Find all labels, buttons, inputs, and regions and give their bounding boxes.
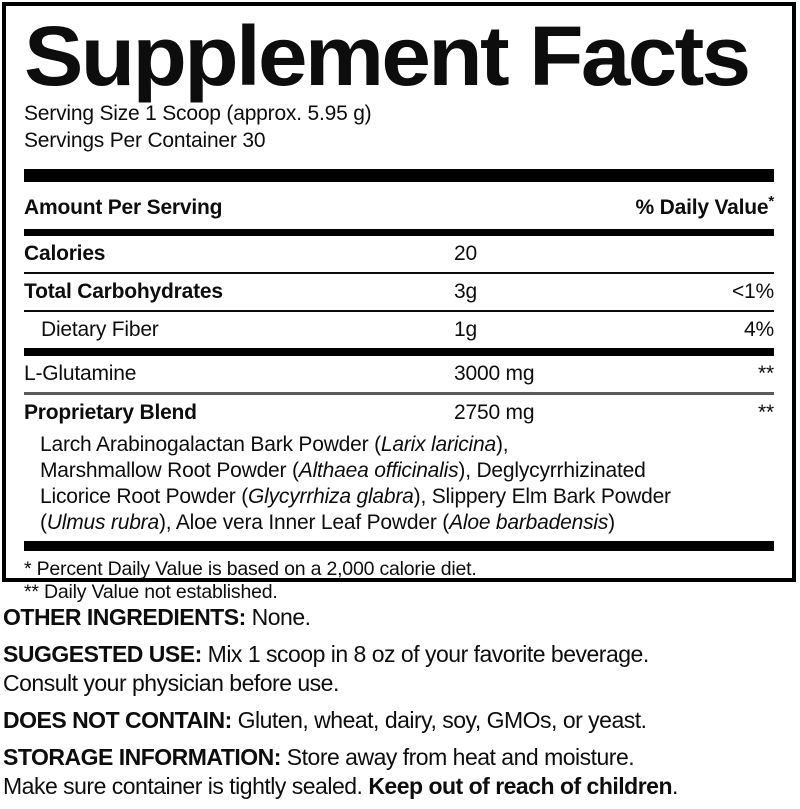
text-segment: ), Deglycyrrhizinated	[458, 459, 646, 482]
bottom-sections: OTHER INGREDIENTS: None. SUGGESTED USE: …	[3, 603, 799, 801]
section-storage-information: STORAGE INFORMATION: Store away from hea…	[3, 743, 799, 801]
daily-value-header-asterisk: *	[768, 193, 774, 210]
text-segment: ),	[495, 433, 509, 456]
text-segment: Licorice Root Powder (	[40, 485, 249, 508]
section-does-not-contain: DOES NOT CONTAIN: Gluten, wheat, dairy, …	[3, 706, 799, 735]
text-segment: ), Slippery Elm Bark Powder	[413, 485, 671, 508]
amount-per-serving-header: Amount Per Serving	[24, 196, 223, 219]
text-segment: Consult your physician before use.	[3, 670, 339, 696]
table-row-total-carbohydrates: Total Carbohydrates 3g <1%	[24, 274, 774, 312]
nutrient-amount: 20	[454, 242, 477, 265]
section-heading: OTHER INGREDIENTS:	[3, 604, 246, 630]
nutrient-dv: **	[758, 362, 774, 385]
divider-bar-top	[24, 169, 774, 182]
text-segment: )	[608, 511, 615, 534]
section-heading: DOES NOT CONTAIN:	[3, 707, 232, 733]
text-segment: Larch Arabinogalactan Bark Powder (	[40, 433, 381, 456]
daily-value-header-text: % Daily Value	[635, 196, 769, 219]
section-text-line: DOES NOT CONTAIN: Gluten, wheat, dairy, …	[3, 706, 799, 735]
footnote-not-established: ** Daily Value not established.	[24, 581, 278, 603]
latin-name: Glycyrrhiza glabra	[248, 485, 414, 508]
blend-ingredients-line: Licorice Root Powder (Glycyrrhiza glabra…	[40, 484, 774, 510]
text-segment: Keep out of reach of children	[368, 773, 673, 799]
nutrient-name: Calories	[24, 242, 106, 265]
daily-value-header: % Daily Value*	[635, 193, 775, 220]
text-segment: Store away from heat and moisture.	[280, 744, 635, 770]
blend-ingredients-line: (Ulmus rubra), Aloe vera Inner Leaf Powd…	[40, 510, 774, 536]
table-row-calories: Calories 20	[24, 236, 774, 274]
table-row-proprietary-blend: Proprietary Blend 2750 mg **	[24, 395, 774, 431]
table-row-l-glutamine: L-Glutamine 3000 mg **	[24, 356, 774, 395]
text-segment: Mix 1 scoop in 8 oz of your favorite bev…	[201, 641, 650, 667]
nutrient-name: L-Glutamine	[24, 362, 137, 385]
section-text-line: SUGGESTED USE: Mix 1 scoop in 8 oz of yo…	[3, 640, 799, 669]
nutrient-amount: 2750 mg	[454, 401, 535, 424]
nutrient-amount: 1g	[454, 318, 477, 341]
footnotes: * Percent Daily Value is based on a 2,00…	[24, 558, 774, 604]
nutrient-amount: 3g	[454, 280, 477, 303]
nutrient-amount: 3000 mg	[454, 362, 535, 385]
nutrient-name: Proprietary Blend	[24, 401, 197, 424]
section-text-line: Make sure container is tightly sealed. K…	[3, 772, 799, 801]
text-segment: ), Aloe vera Inner Leaf Powder (	[158, 511, 450, 534]
text-segment: .	[672, 773, 678, 799]
panel-title: Supplement Facts	[24, 9, 751, 103]
latin-name: Ulmus rubra	[46, 511, 159, 534]
section-text-line: OTHER INGREDIENTS: None.	[3, 603, 799, 632]
section-other-ingredients: OTHER INGREDIENTS: None.	[3, 603, 799, 632]
supplement-facts-panel: Supplement Facts Serving Size 1 Scoop (a…	[2, 2, 796, 603]
nutrient-dv: **	[758, 401, 774, 424]
blend-ingredients-line: Larch Arabinogalactan Bark Powder (Larix…	[40, 432, 774, 458]
section-text-line: STORAGE INFORMATION: Store away from hea…	[3, 743, 799, 772]
divider-bar-mid	[24, 348, 774, 356]
nutrient-dv: 4%	[744, 318, 774, 341]
section-heading: STORAGE INFORMATION:	[3, 744, 281, 770]
blend-ingredients-line: Marshmallow Root Powder (Althaea officin…	[40, 458, 774, 484]
divider-bar-header	[24, 229, 774, 236]
latin-name: Aloe barbadensis	[449, 511, 609, 534]
nutrient-name: Total Carbohydrates	[24, 280, 223, 303]
nutrient-name: Dietary Fiber	[41, 318, 159, 341]
divider-bar-footnotes	[24, 541, 774, 551]
latin-name: Larix laricina	[380, 433, 496, 456]
section-suggested-use: SUGGESTED USE: Mix 1 scoop in 8 oz of yo…	[3, 640, 799, 698]
section-text-line: Consult your physician before use.	[3, 669, 799, 698]
proprietary-blend-ingredients: Larch Arabinogalactan Bark Powder (Larix…	[24, 431, 774, 538]
text-segment: Gluten, wheat, dairy, soy, GMOs, or yeas…	[231, 707, 647, 733]
servings-per-container: Servings Per Container 30	[24, 129, 266, 152]
text-segment: (	[40, 511, 47, 534]
section-heading: SUGGESTED USE:	[3, 641, 202, 667]
text-segment: Marshmallow Root Powder (	[40, 459, 299, 482]
latin-name: Althaea officinalis	[298, 459, 459, 482]
text-segment: None.	[245, 604, 311, 630]
serving-size: Serving Size 1 Scoop (approx. 5.95 g)	[24, 102, 372, 125]
footnote-daily-value: * Percent Daily Value is based on a 2,00…	[24, 558, 477, 580]
table-header-row: Amount Per Serving % Daily Value*	[24, 182, 774, 229]
nutrient-dv: <1%	[731, 280, 774, 303]
table-row-dietary-fiber: Dietary Fiber 1g 4%	[24, 312, 774, 348]
text-segment: Make sure container is tightly sealed.	[3, 773, 369, 799]
